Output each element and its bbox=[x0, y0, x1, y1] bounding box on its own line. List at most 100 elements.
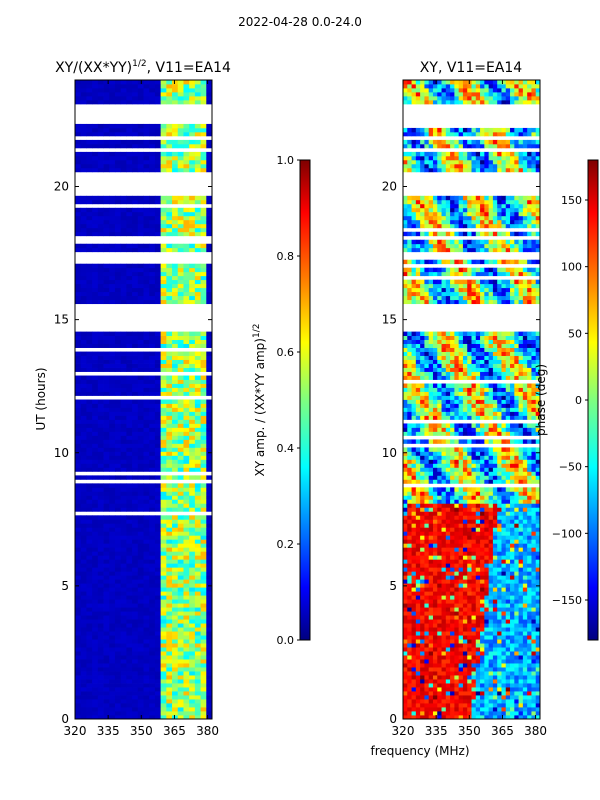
heatmap-cell bbox=[143, 283, 150, 289]
heatmap-cell bbox=[137, 523, 144, 528]
heatmap-cell bbox=[92, 227, 99, 233]
heatmap-cell bbox=[103, 263, 110, 269]
heatmap-cell bbox=[183, 607, 190, 612]
heatmap-cell bbox=[160, 615, 167, 620]
heatmap-cell bbox=[160, 539, 167, 544]
heatmap-cell bbox=[488, 675, 494, 680]
heatmap-cell bbox=[143, 679, 150, 684]
heatmap-cell bbox=[126, 635, 133, 640]
heatmap-cell bbox=[501, 599, 507, 604]
heatmap-cell bbox=[194, 579, 201, 584]
heatmap-cell bbox=[172, 695, 179, 700]
heatmap-cell bbox=[103, 80, 110, 85]
heatmap-cell bbox=[492, 491, 498, 496]
heatmap-cell bbox=[149, 427, 156, 432]
heatmap-cell bbox=[132, 671, 139, 676]
heatmap-cell bbox=[149, 279, 156, 285]
heatmap-cell bbox=[137, 571, 144, 576]
heatmap-cell bbox=[194, 583, 201, 588]
heatmap-cell bbox=[531, 499, 537, 504]
heatmap-cell bbox=[86, 415, 93, 420]
heatmap-cell bbox=[458, 607, 464, 612]
heatmap-cell bbox=[80, 495, 87, 500]
heatmap-cell bbox=[535, 607, 540, 612]
heatmap-cell bbox=[172, 215, 179, 221]
heatmap-cell bbox=[407, 555, 412, 560]
heatmap-cell bbox=[126, 555, 133, 560]
heatmap-cell bbox=[510, 667, 515, 672]
heatmap-cell bbox=[137, 167, 144, 173]
heatmap-cell bbox=[488, 683, 494, 688]
heatmap-cell bbox=[189, 287, 196, 293]
heatmap-cell bbox=[172, 419, 179, 424]
heatmap-cell bbox=[514, 663, 519, 668]
heatmap-cell bbox=[411, 547, 417, 552]
heatmap-cell bbox=[109, 439, 116, 444]
heatmap-cell bbox=[114, 91, 122, 97]
heatmap-cell bbox=[467, 515, 472, 520]
heatmap-cell bbox=[75, 619, 82, 624]
heatmap-cell bbox=[120, 491, 127, 496]
heatmap-cell bbox=[137, 91, 144, 97]
heatmap-cell bbox=[160, 707, 167, 712]
heatmap-cell bbox=[454, 603, 460, 608]
heatmap-cell bbox=[514, 507, 519, 512]
heatmap-cell bbox=[137, 527, 144, 532]
heatmap-cell bbox=[149, 295, 156, 301]
heatmap-cell bbox=[403, 595, 408, 600]
heatmap-cell bbox=[189, 599, 196, 604]
heatmap-cell bbox=[450, 523, 455, 528]
heatmap-cell bbox=[450, 687, 455, 692]
heatmap-cell bbox=[75, 287, 82, 293]
heatmap-cell bbox=[80, 379, 87, 384]
heatmap-cell bbox=[120, 283, 127, 289]
heatmap-cell bbox=[149, 519, 156, 524]
heatmap-cell bbox=[497, 591, 502, 596]
heatmap-cell bbox=[441, 479, 447, 484]
heatmap-cell bbox=[522, 507, 528, 512]
heatmap-cell bbox=[109, 435, 116, 440]
heatmap-cell bbox=[437, 655, 442, 660]
heatmap-cell bbox=[172, 263, 179, 269]
heatmap-cell bbox=[206, 151, 212, 157]
heatmap-cell bbox=[194, 703, 201, 708]
heatmap-cell bbox=[75, 383, 82, 388]
heatmap-cell bbox=[154, 339, 162, 344]
heatmap-cell bbox=[160, 359, 167, 364]
heatmap-cell bbox=[160, 687, 167, 692]
heatmap-cell bbox=[132, 127, 139, 133]
heatmap-cell bbox=[200, 167, 207, 173]
heatmap-cell bbox=[154, 679, 162, 684]
heatmap-cell bbox=[160, 339, 167, 344]
heatmap-cell bbox=[126, 531, 133, 536]
heatmap-cell bbox=[189, 80, 196, 85]
heatmap-cell bbox=[535, 707, 540, 712]
heatmap-cell bbox=[103, 555, 110, 560]
heatmap-cell bbox=[149, 663, 156, 668]
heatmap-cell bbox=[527, 651, 532, 656]
heatmap-cell bbox=[114, 287, 122, 293]
heatmap-cell bbox=[97, 487, 104, 492]
heatmap-cell bbox=[492, 627, 498, 632]
amplitude-colorbar-tick-label: 1.0 bbox=[277, 154, 295, 167]
heatmap-cell bbox=[183, 555, 190, 560]
heatmap-cell bbox=[132, 339, 139, 344]
heatmap-cell bbox=[80, 527, 87, 532]
heatmap-cell bbox=[103, 343, 110, 348]
heatmap-cell bbox=[527, 571, 532, 576]
heatmap-cell bbox=[467, 499, 472, 504]
heatmap-cell bbox=[126, 223, 133, 229]
heatmap-cell bbox=[454, 587, 460, 592]
heatmap-cell bbox=[160, 99, 167, 105]
heatmap-cell bbox=[484, 567, 490, 572]
heatmap-cell bbox=[172, 571, 179, 576]
heatmap-cell bbox=[80, 603, 87, 608]
heatmap-cell bbox=[411, 587, 417, 592]
heatmap-cell bbox=[462, 551, 468, 556]
heatmap-cell bbox=[492, 559, 498, 564]
heatmap-cell bbox=[80, 167, 87, 173]
heatmap-cell bbox=[531, 511, 537, 516]
heatmap-cell bbox=[154, 215, 162, 221]
heatmap-cell bbox=[424, 571, 430, 576]
heatmap-cell bbox=[80, 467, 87, 472]
